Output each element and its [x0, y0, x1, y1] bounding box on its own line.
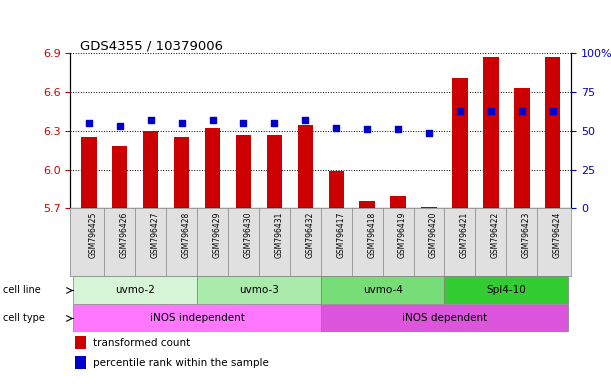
Point [424, 129, 434, 136]
Text: GSM796424: GSM796424 [553, 212, 562, 258]
Point [517, 108, 527, 114]
Bar [321, 305, 568, 333]
Text: GSM796428: GSM796428 [181, 212, 191, 258]
Text: GSM796420: GSM796420 [429, 212, 438, 258]
Point [269, 120, 279, 126]
Text: GSM796417: GSM796417 [336, 212, 345, 258]
Point [208, 117, 218, 123]
Text: uvmo-4: uvmo-4 [363, 285, 403, 295]
Text: GSM796427: GSM796427 [151, 212, 159, 258]
Bar [422, 207, 437, 209]
Bar [81, 137, 97, 209]
Text: iNOS dependent: iNOS dependent [402, 313, 487, 323]
Bar [73, 276, 197, 305]
Text: Spl4-10: Spl4-10 [486, 285, 526, 295]
Text: uvmo-2: uvmo-2 [115, 285, 155, 295]
Bar [266, 135, 282, 209]
Point [548, 108, 558, 114]
Text: transformed count: transformed count [93, 338, 190, 348]
Text: cell type: cell type [3, 313, 45, 323]
Bar [329, 171, 344, 209]
Text: GDS4355 / 10379006: GDS4355 / 10379006 [80, 39, 223, 52]
Bar [75, 336, 86, 349]
Bar [483, 57, 499, 209]
Bar [236, 135, 251, 209]
Bar [73, 305, 321, 333]
Bar [75, 356, 86, 369]
Text: GSM796431: GSM796431 [274, 212, 284, 258]
Point [331, 125, 341, 131]
Bar [359, 201, 375, 209]
Point [177, 120, 186, 126]
Bar [514, 88, 530, 209]
Point [301, 117, 310, 123]
Bar [143, 131, 158, 209]
Text: GSM796429: GSM796429 [213, 212, 222, 258]
Text: GSM796430: GSM796430 [243, 212, 252, 258]
Bar [112, 146, 128, 209]
Text: percentile rank within the sample: percentile rank within the sample [93, 358, 269, 368]
Bar [197, 276, 321, 305]
Bar [390, 195, 406, 209]
Point [455, 108, 465, 114]
Point [362, 126, 372, 132]
Text: GSM796432: GSM796432 [306, 212, 314, 258]
Text: GSM796421: GSM796421 [460, 212, 469, 258]
Point [84, 120, 93, 126]
Point [393, 126, 403, 132]
Text: GSM796418: GSM796418 [367, 212, 376, 258]
Bar [444, 276, 568, 305]
Text: cell line: cell line [3, 285, 41, 295]
Text: GSM796419: GSM796419 [398, 212, 407, 258]
Bar [452, 78, 467, 209]
Text: GSM796422: GSM796422 [491, 212, 500, 258]
Bar [298, 124, 313, 209]
Bar [205, 128, 220, 209]
Bar [174, 137, 189, 209]
Point [146, 117, 156, 123]
Point [115, 123, 125, 129]
Text: GSM796423: GSM796423 [522, 212, 531, 258]
Point [486, 108, 496, 114]
Text: GSM796426: GSM796426 [120, 212, 129, 258]
Bar [321, 276, 444, 305]
Point [238, 120, 248, 126]
Text: iNOS independent: iNOS independent [150, 313, 244, 323]
Text: GSM796425: GSM796425 [89, 212, 98, 258]
Bar [545, 57, 560, 209]
Text: uvmo-3: uvmo-3 [239, 285, 279, 295]
